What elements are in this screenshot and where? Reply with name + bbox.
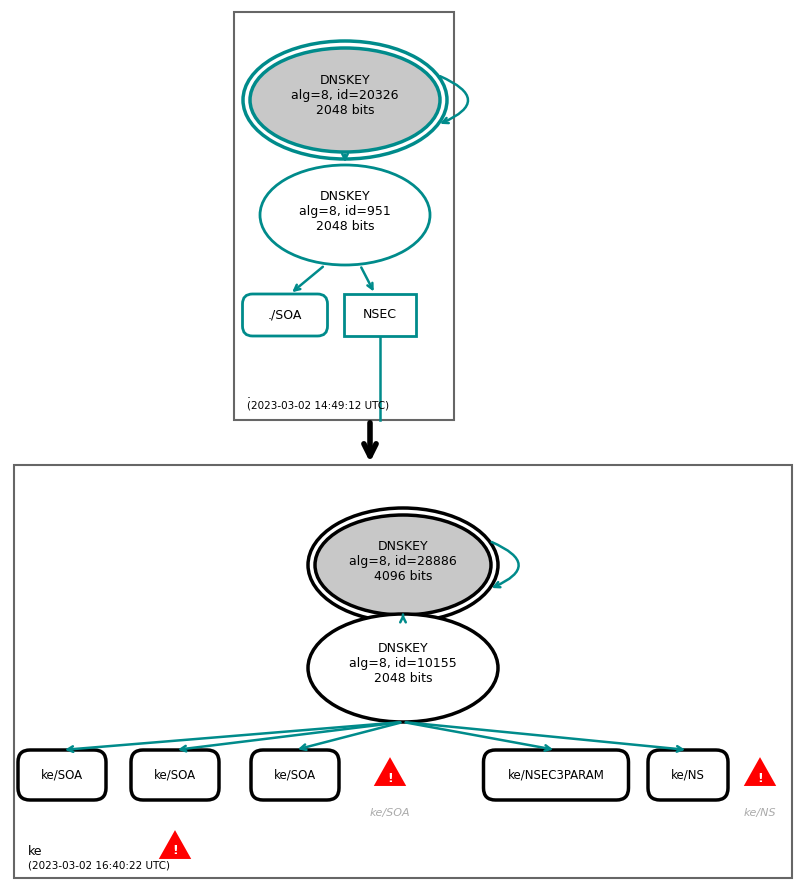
Text: (2023-03-02 14:49:12 UTC): (2023-03-02 14:49:12 UTC)	[247, 400, 389, 410]
Text: !: !	[756, 772, 762, 785]
Text: DNSKEY
alg=8, id=10155
2048 bits: DNSKEY alg=8, id=10155 2048 bits	[349, 643, 456, 686]
Polygon shape	[741, 755, 777, 787]
FancyArrowPatch shape	[439, 76, 468, 123]
Bar	[233, 12, 453, 420]
FancyBboxPatch shape	[131, 750, 219, 800]
Ellipse shape	[260, 165, 429, 265]
Text: ke/NS: ke/NS	[743, 808, 776, 818]
Text: (2023-03-02 16:40:22 UTC): (2023-03-02 16:40:22 UTC)	[28, 860, 170, 870]
Ellipse shape	[314, 515, 490, 615]
Text: !: !	[172, 845, 178, 857]
Polygon shape	[371, 755, 407, 787]
Text: DNSKEY
alg=8, id=28886
4096 bits: DNSKEY alg=8, id=28886 4096 bits	[349, 539, 456, 583]
Bar	[14, 465, 791, 878]
Text: DNSKEY
alg=8, id=951
2048 bits: DNSKEY alg=8, id=951 2048 bits	[299, 190, 391, 232]
Text: ke/SOA: ke/SOA	[41, 769, 83, 781]
Ellipse shape	[308, 614, 497, 722]
Text: DNSKEY
alg=8, id=20326
2048 bits: DNSKEY alg=8, id=20326 2048 bits	[291, 74, 399, 117]
Text: !: !	[387, 772, 392, 785]
FancyArrowPatch shape	[491, 542, 518, 587]
FancyBboxPatch shape	[647, 750, 727, 800]
Text: ./SOA: ./SOA	[268, 308, 302, 322]
Text: ke/SOA: ke/SOA	[273, 769, 316, 781]
Text: NSEC: NSEC	[363, 308, 396, 322]
Ellipse shape	[249, 48, 439, 152]
Text: ke: ke	[28, 845, 43, 858]
Text: .: .	[247, 388, 251, 401]
FancyBboxPatch shape	[242, 294, 327, 336]
Text: ke/SOA: ke/SOA	[369, 808, 410, 818]
FancyBboxPatch shape	[251, 750, 338, 800]
FancyBboxPatch shape	[18, 750, 106, 800]
Bar	[343, 294, 415, 336]
Text: ke/NSEC3PARAM: ke/NSEC3PARAM	[507, 769, 604, 781]
Text: ke/NS: ke/NS	[670, 769, 704, 781]
Polygon shape	[157, 828, 192, 860]
Text: ke/SOA: ke/SOA	[154, 769, 196, 781]
FancyBboxPatch shape	[483, 750, 628, 800]
